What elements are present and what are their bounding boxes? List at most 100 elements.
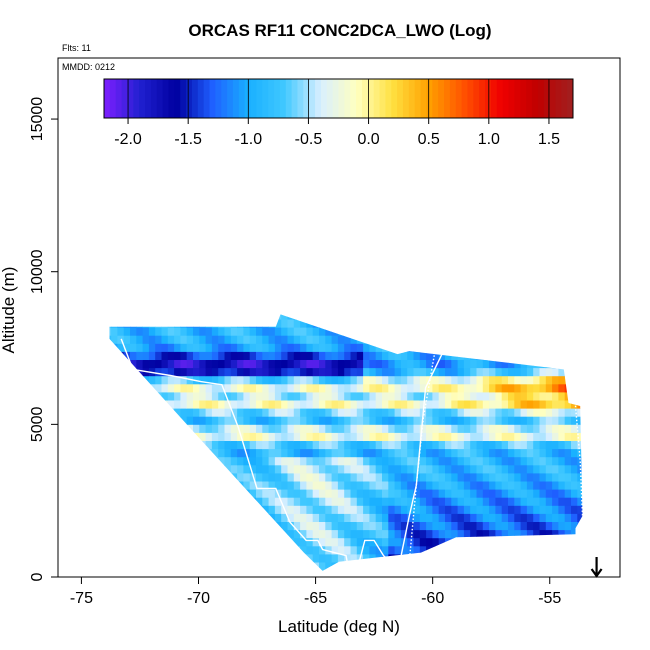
heatmap-cell [109, 368, 112, 377]
colorbar-swatch [326, 79, 334, 118]
heatmap-cell [533, 522, 540, 531]
heatmap-cell [205, 570, 213, 571]
heatmap-cell [312, 473, 320, 482]
heatmap-cell [356, 335, 364, 345]
heatmap-cell [274, 497, 282, 507]
heatmap-cell [205, 538, 213, 547]
heatmap-cell [117, 327, 125, 337]
heatmap-cell [584, 344, 591, 353]
heatmap-cell [262, 505, 269, 515]
heatmap-cell [331, 424, 339, 434]
colorbar-swatch [109, 79, 117, 118]
heatmap-cell [193, 335, 200, 345]
heatmap-cell [300, 570, 307, 571]
heatmap-cell [256, 335, 263, 345]
colorbar-swatch [561, 79, 568, 118]
heatmap-cell [413, 424, 421, 434]
heatmap-cell [300, 546, 307, 555]
heatmap-cell [312, 457, 320, 466]
heatmap-cell [243, 554, 251, 563]
heatmap-cell [117, 392, 125, 401]
heatmap-cell [161, 319, 169, 328]
heatmap-cell [123, 335, 131, 345]
heatmap-cell [577, 335, 583, 345]
heatmap-cell [199, 457, 206, 466]
heatmap-cell [432, 376, 440, 385]
heatmap-cell [508, 522, 515, 531]
heatmap-cell [186, 400, 194, 409]
colorbar-swatch [479, 79, 486, 118]
heatmap-cell [186, 481, 194, 490]
heatmap-cell [375, 441, 383, 450]
heatmap-cell [306, 489, 314, 499]
heatmap-cell [356, 319, 364, 328]
heatmap-cell [344, 376, 351, 385]
heatmap-cell [224, 554, 232, 563]
colorbar-swatch [531, 79, 539, 118]
heatmap-cell [218, 465, 225, 474]
heatmap-cell [514, 335, 521, 345]
heatmap-cell [388, 522, 395, 531]
heatmap-cell [571, 489, 578, 499]
heatmap-cell [111, 432, 118, 442]
heatmap-cell [545, 562, 553, 571]
heatmap-cell [109, 319, 112, 328]
heatmap-cell [476, 343, 484, 353]
heatmap-cell [174, 408, 181, 418]
heatmap-cell [375, 424, 383, 434]
heatmap-cell [369, 441, 377, 450]
heatmap-cell [148, 505, 156, 515]
heatmap-cell [350, 522, 358, 531]
heatmap-cell [476, 314, 484, 320]
heatmap-cell [211, 457, 219, 466]
heatmap-cell [584, 352, 591, 361]
heatmap-cell [161, 497, 169, 507]
heatmap-cell [382, 327, 389, 337]
heatmap-cell [130, 505, 137, 515]
heatmap-cell [489, 392, 496, 401]
heatmap-cell [186, 505, 194, 515]
heatmap-cell [180, 554, 188, 563]
heatmap-cell [331, 351, 339, 361]
heatmap-cell [111, 335, 118, 345]
heatmap-cell [470, 449, 477, 458]
heatmap-cell [514, 314, 521, 320]
heatmap-cell [539, 562, 547, 571]
heatmap-cell [262, 530, 269, 539]
heatmap-cell [130, 335, 137, 345]
heatmap-cell [331, 343, 339, 353]
heatmap-cell [558, 441, 566, 450]
heatmap-cell [388, 489, 395, 499]
heatmap-cell [331, 319, 339, 328]
heatmap-cell [508, 441, 515, 450]
heatmap-cell [262, 384, 269, 393]
heatmap-cell [281, 376, 288, 385]
heatmap-cell [205, 473, 213, 482]
heatmap-cell [167, 400, 175, 409]
heatmap-cell [148, 432, 156, 442]
heatmap-cell [476, 376, 484, 385]
heatmap-cell [564, 457, 572, 466]
heatmap-cell [111, 314, 118, 320]
heatmap-cell [495, 570, 503, 571]
heatmap-cell [432, 360, 440, 369]
heatmap-cell [249, 416, 257, 426]
heatmap-cell [109, 424, 112, 434]
heatmap-cell [281, 319, 288, 328]
heatmap-cell [161, 554, 169, 563]
heatmap-cell [268, 368, 276, 377]
heatmap-cell [256, 368, 263, 377]
heatmap-cell [136, 513, 143, 523]
heatmap-cell [545, 400, 553, 409]
heatmap-cell [571, 400, 578, 409]
heatmap-cell [558, 416, 566, 426]
heatmap-cell [438, 441, 446, 450]
heatmap-cell [375, 376, 383, 385]
heatmap-cell [356, 432, 364, 442]
heatmap-cell [142, 457, 150, 466]
heatmap-cell [237, 554, 244, 563]
heatmap-cell [489, 376, 496, 385]
heatmap-cell [457, 538, 465, 547]
heatmap-cell [243, 546, 251, 555]
heatmap-cell [117, 408, 125, 418]
